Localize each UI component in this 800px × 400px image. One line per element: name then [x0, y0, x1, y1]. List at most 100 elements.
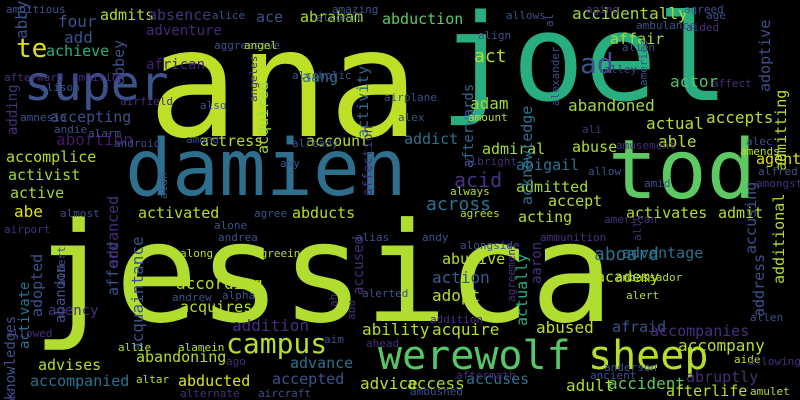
word: age	[706, 9, 726, 22]
word: among	[186, 133, 220, 146]
word: adoptive	[756, 19, 774, 92]
word: abducts	[292, 204, 356, 222]
word: afterward	[4, 71, 64, 84]
word: alcoholic	[292, 69, 352, 82]
word: aggressive	[214, 39, 281, 52]
word: alec	[746, 135, 773, 148]
word: acid	[454, 168, 503, 192]
word: amulet	[750, 385, 790, 398]
word: amongst	[756, 177, 800, 190]
word: angeles	[247, 55, 260, 102]
word: sheep	[588, 333, 709, 379]
word: al	[543, 13, 556, 27]
word: along	[180, 247, 214, 260]
word: aided	[686, 21, 720, 34]
word: amount	[468, 111, 508, 124]
word: android	[114, 137, 161, 150]
word: werewolf	[378, 333, 571, 379]
word: addict	[404, 130, 459, 148]
word: able	[658, 132, 697, 151]
word: advantage	[622, 244, 704, 262]
word: ambulance	[636, 19, 696, 32]
word: four	[58, 12, 97, 31]
word: alert	[626, 289, 660, 302]
word: alcohol	[316, 11, 363, 24]
word: agreement	[505, 242, 518, 302]
word: alien	[622, 41, 656, 54]
word: achieve	[46, 42, 110, 60]
word: advance	[290, 354, 354, 372]
word: andrew	[172, 291, 212, 304]
word: abe	[14, 202, 43, 221]
word: andrea	[218, 231, 258, 244]
word: joel	[440, 0, 729, 129]
word: activates	[626, 204, 708, 222]
word: airport	[4, 223, 51, 236]
word: anderson	[604, 361, 657, 374]
word: agrees	[460, 207, 500, 220]
word: alerted	[362, 287, 409, 300]
word: acquire	[432, 320, 500, 339]
word: alex	[398, 111, 425, 124]
word: abduction	[382, 10, 464, 28]
word: ali	[582, 123, 602, 136]
word: academy	[596, 268, 660, 286]
word: alias	[356, 231, 390, 244]
word: amends	[740, 145, 780, 158]
word: angel	[244, 39, 278, 52]
word: alpha	[222, 289, 256, 302]
word: accompanied	[30, 372, 130, 390]
word: address	[750, 253, 768, 317]
word: alarm	[88, 127, 122, 140]
word: activist	[8, 166, 81, 184]
word: admitting	[772, 89, 790, 171]
word: altar	[136, 373, 170, 386]
word: african	[146, 57, 206, 73]
word: ammunition	[540, 231, 607, 244]
word: aboard	[594, 244, 660, 265]
word: adventure	[146, 23, 222, 39]
word: actor	[670, 72, 719, 91]
word: aaron	[529, 241, 545, 284]
word: accuses	[466, 370, 530, 388]
word: already	[292, 137, 339, 150]
word: aging	[586, 3, 620, 16]
word: additional	[770, 193, 788, 284]
word: aftermath	[456, 369, 516, 382]
word: abandoned	[568, 96, 655, 115]
word: admiral	[482, 140, 546, 158]
word: access	[407, 374, 465, 393]
word: agency	[48, 303, 99, 319]
word: activated	[138, 204, 220, 222]
word: always	[450, 185, 490, 198]
word: te	[16, 34, 48, 64]
word: accidentally	[572, 4, 688, 23]
word: adam	[470, 94, 509, 113]
word: abruptly	[686, 368, 759, 386]
word: ago	[226, 355, 246, 368]
word: damien	[125, 124, 407, 214]
word: allowing	[748, 355, 800, 368]
word: accident	[608, 374, 686, 393]
word: ad	[580, 47, 614, 80]
word: alan	[157, 172, 170, 200]
word: ah	[327, 293, 340, 307]
word: ambassador	[616, 271, 683, 284]
word: alfred	[758, 165, 798, 178]
word: alongside	[460, 239, 520, 252]
word: actress	[200, 132, 264, 150]
word: alternate	[180, 387, 240, 400]
word: andie	[54, 123, 88, 136]
word: aircraft	[258, 387, 311, 400]
word: alamein	[178, 341, 225, 354]
word: absence	[148, 6, 212, 24]
word: act	[474, 46, 507, 67]
word: jessica	[32, 193, 614, 354]
word: allows	[506, 9, 546, 22]
word: andy	[422, 231, 449, 244]
word: add	[64, 28, 93, 47]
word: admits	[100, 6, 155, 24]
word: across	[426, 194, 492, 215]
word: tod	[608, 123, 757, 218]
